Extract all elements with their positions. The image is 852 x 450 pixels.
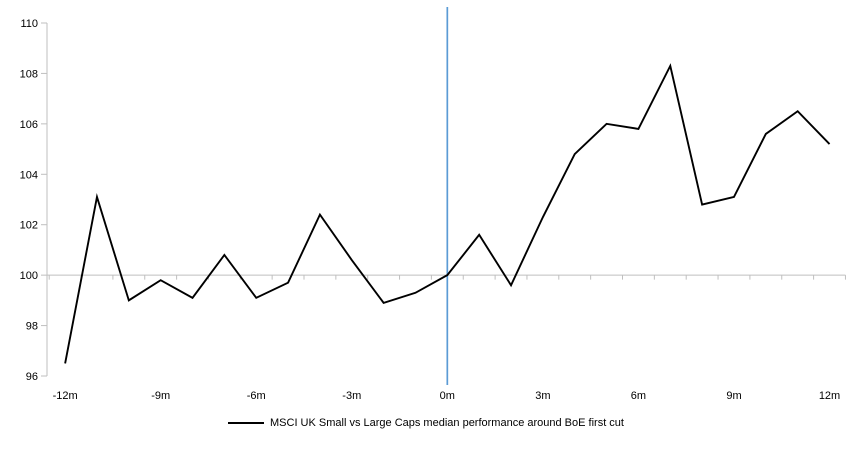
x-axis-tick-label: -6m <box>247 390 266 402</box>
y-axis-tick-label: 98 <box>26 321 38 333</box>
x-axis-tick-label: 0m <box>440 390 455 402</box>
x-axis-tick-label: -3m <box>342 390 361 402</box>
legend-line-sample <box>228 422 264 424</box>
chart-legend: MSCI UK Small vs Large Caps median perfo… <box>0 417 852 429</box>
x-axis-tick-label: 12m <box>819 390 840 402</box>
y-axis-tick-label: 100 <box>20 270 38 282</box>
y-axis-tick-label: 104 <box>20 169 38 181</box>
y-axis-tick-label: 96 <box>26 371 38 383</box>
x-axis-tick-label: 9m <box>726 390 741 402</box>
x-axis-tick-label: -12m <box>53 390 78 402</box>
y-axis-tick-label: 110 <box>20 18 38 30</box>
x-axis-tick-label: 3m <box>535 390 550 402</box>
y-axis-tick-label: 102 <box>20 220 38 232</box>
chart-svg: 96 98 100 102 104 106 108 110 -12m -9m -6m -3m 0m 3m 6… <box>20 7 846 402</box>
series-polyline <box>64 63 831 364</box>
x-axis-tick-label: 6m <box>631 390 646 402</box>
y-axis-tick-label: 108 <box>20 68 38 80</box>
x-axis-tick-label: -9m <box>151 390 170 402</box>
legend-label: MSCI UK Small vs Large Caps median perfo… <box>270 417 624 429</box>
y-axis-tick-label: 106 <box>20 119 38 131</box>
